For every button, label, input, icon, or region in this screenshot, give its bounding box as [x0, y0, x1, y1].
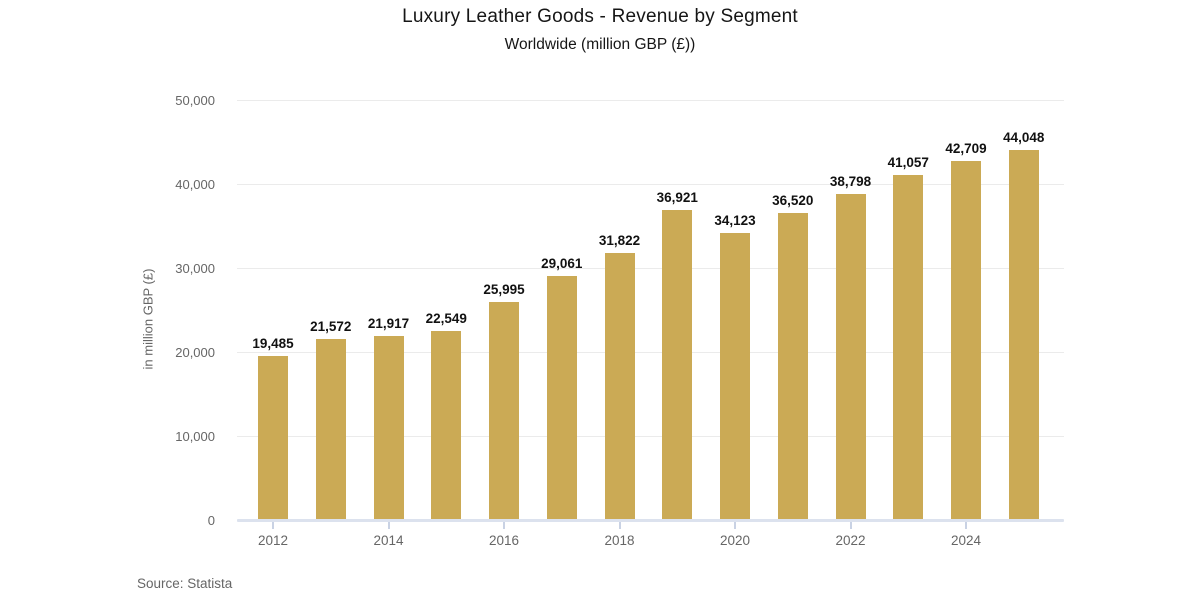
bar-2012[interactable]	[258, 356, 288, 520]
bar-2018[interactable]	[604, 252, 635, 520]
y-tick-label-30000: 30,000	[175, 260, 215, 276]
y-tick-label-0: 0	[207, 512, 215, 528]
gridline-50000	[237, 100, 1064, 101]
x-tick-label-2016: 2016	[488, 533, 520, 548]
bar-2016[interactable]	[489, 301, 519, 520]
x-tick-2018	[618, 522, 621, 529]
bar-value-label-2023: 41,057	[887, 155, 929, 171]
bar-value-label-2017: 29,061	[541, 255, 583, 271]
bar-2019[interactable]	[662, 209, 693, 520]
chart-subtitle: Worldwide (million GBP (£))	[504, 36, 696, 53]
gridline-30000	[237, 268, 1064, 269]
bar-value-label-2025: 44,048	[1003, 129, 1045, 145]
bar-value-label-2013: 21,572	[310, 318, 352, 334]
x-tick-label-2024: 2024	[950, 533, 982, 548]
x-axis-line	[237, 519, 1064, 522]
x-tick-label-2020: 2020	[719, 533, 751, 548]
gridline-40000	[237, 184, 1064, 185]
x-tick-2020	[734, 522, 736, 529]
source-note: Source: Statista	[137, 576, 233, 591]
bar-value-label-2022: 38,798	[829, 174, 872, 190]
x-tick-2022	[849, 522, 852, 529]
bar-2015[interactable]	[431, 330, 462, 520]
bar-value-label-2024: 42,709	[945, 141, 987, 157]
bar-value-label-2020: 34,123	[714, 213, 756, 229]
bar-2013[interactable]	[315, 338, 346, 520]
chart-title: Luxury Leather Goods - Revenue by Segmen…	[402, 6, 798, 27]
bar-value-label-2014: 21,917	[367, 315, 410, 331]
bar-2023[interactable]	[893, 175, 924, 520]
bar-2024[interactable]	[951, 161, 981, 520]
y-tick-label-40000: 40,000	[175, 176, 215, 192]
bar-value-label-2018: 31,822	[598, 232, 641, 248]
x-tick-label-2018: 2018	[604, 533, 635, 548]
bar-2025[interactable]	[1008, 149, 1039, 520]
y-tick-label-20000: 20,000	[175, 344, 215, 360]
x-tick-label-2014: 2014	[373, 533, 404, 548]
x-tick-label-2012: 2012	[257, 533, 289, 548]
bar-value-label-2016: 25,995	[483, 281, 525, 297]
x-tick-2016	[503, 522, 505, 529]
bar-2020[interactable]	[720, 233, 750, 520]
bar-2017[interactable]	[546, 275, 577, 520]
x-tick-2014	[387, 522, 390, 529]
x-tick-label-2022: 2022	[835, 533, 866, 548]
bar-2014[interactable]	[373, 335, 404, 520]
bar-value-label-2021: 36,520	[772, 193, 814, 209]
bar-value-label-2012: 19,485	[252, 336, 294, 352]
bar-2022[interactable]	[835, 194, 866, 520]
bar-value-label-2019: 36,921	[656, 189, 698, 205]
bar-value-label-2015: 22,549	[425, 310, 467, 326]
x-tick-2024	[965, 522, 967, 529]
y-tick-label-10000: 10,000	[175, 428, 215, 444]
bar-2021[interactable]	[777, 213, 808, 520]
y-tick-label-50000: 50,000	[175, 92, 215, 108]
gridline-20000	[237, 352, 1064, 353]
x-tick-2012	[272, 522, 274, 529]
gridline-10000	[237, 436, 1064, 437]
